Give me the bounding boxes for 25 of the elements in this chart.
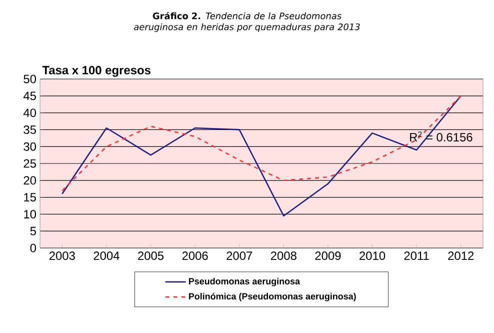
x-tick-label: 2009 <box>315 252 341 260</box>
y-tick-label: 0 <box>30 244 36 252</box>
x-tick-label: 2006 <box>182 252 208 260</box>
legend-label: Polinómica (Pseudomonas aeruginosa) <box>189 292 356 302</box>
chart-title: Gráfico 2. Tendencia de la Pseudomonas aeruginosa en heridas por quemaduras para 2013 <box>134 12 360 32</box>
y-tick-label: 25 <box>24 159 36 168</box>
x-tick-label: 2010 <box>360 252 386 260</box>
legend-label: Pseudomonas aeruginosa <box>189 278 300 286</box>
y-tick-label: 15 <box>24 193 36 202</box>
y-tick-label: 10 <box>24 210 36 218</box>
y-tick-label: 50 <box>24 74 36 84</box>
y-tick-label: 35 <box>24 125 36 134</box>
x-tick-label: 2003 <box>49 252 75 260</box>
x-tick-label: 2008 <box>270 252 296 260</box>
y-tick-label: 20 <box>24 176 36 185</box>
y-tick-label: 30 <box>24 142 36 151</box>
x-tick-label: 2004 <box>94 252 120 260</box>
y-axis-title: Tasa x 100 egresos <box>42 66 150 77</box>
x-tick-label: 2007 <box>226 252 252 260</box>
x-tick-label: 2011 <box>404 252 429 260</box>
y-tick-label: 5 <box>30 226 36 236</box>
x-tick-label: 2005 <box>138 252 164 260</box>
y-tick-label: 45 <box>23 92 36 100</box>
x-tick-label: 2012 <box>448 252 474 260</box>
y-tick-label: 40 <box>23 108 36 118</box>
